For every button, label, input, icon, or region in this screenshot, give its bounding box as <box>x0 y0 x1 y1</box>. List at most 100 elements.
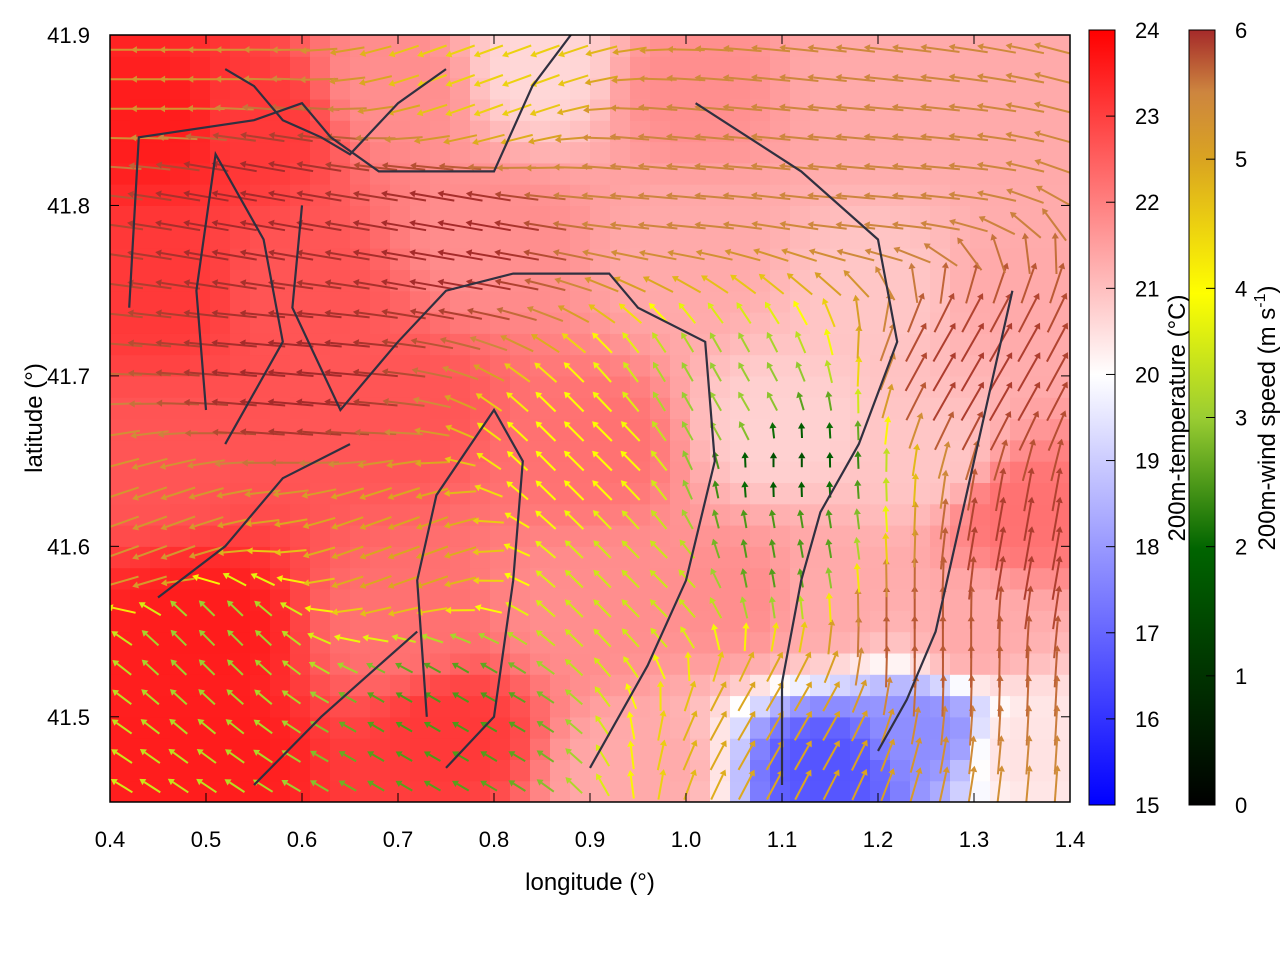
wind-arrow-shaft <box>1011 75 1045 84</box>
wind-arrow-head <box>274 548 281 556</box>
wind-arrow-head <box>1005 72 1012 80</box>
wind-arrow-shaft <box>655 366 666 383</box>
heatmap-cell <box>950 503 971 526</box>
heatmap-cell <box>370 77 391 100</box>
wind-arrow-head <box>1006 352 1013 360</box>
wind-arrow <box>722 192 763 200</box>
wind-arrow-shaft <box>968 741 975 775</box>
wind-arrow <box>309 691 330 704</box>
wind-arrow-head <box>863 133 870 141</box>
heatmap-cell <box>410 312 431 334</box>
wind-arrow <box>366 662 386 674</box>
wind-arrow <box>472 517 504 525</box>
heatmap-cell <box>410 503 431 526</box>
wind-arrow <box>473 44 504 58</box>
wind-arrow-shaft <box>643 194 678 200</box>
wind-arrow-head <box>170 600 177 608</box>
wind-arrow-head <box>127 220 134 228</box>
heatmap-cell <box>830 780 851 802</box>
wind-arrow <box>380 219 427 232</box>
wind-arrow-shaft <box>954 46 988 54</box>
wind-arrow-head <box>506 451 514 458</box>
heatmap-cell <box>610 461 631 483</box>
wind-arrow-head <box>711 623 719 631</box>
heatmap-cell <box>730 716 751 739</box>
wind-arrow <box>354 428 397 436</box>
heatmap-cell <box>170 461 191 483</box>
wind-arrow-head <box>382 398 389 406</box>
wind-arrow <box>798 422 806 439</box>
wind-arrow-head <box>649 569 657 577</box>
wind-arrow <box>851 768 868 801</box>
wind-arrow-head <box>310 780 317 787</box>
wind-arrow <box>112 689 132 705</box>
wind-arrow-head <box>836 248 844 256</box>
wind-arrow <box>786 273 813 296</box>
wind-arrow <box>506 632 528 646</box>
heatmap-cell <box>370 567 391 590</box>
wind-arrow <box>758 273 785 295</box>
wind-arrow-head <box>826 452 834 459</box>
wind-arrow <box>681 509 694 530</box>
wind-arrow-head <box>709 391 717 399</box>
wind-arrow-shaft <box>110 575 139 586</box>
wind-arrow-head <box>384 428 391 436</box>
wind-arrow-shaft <box>273 371 314 377</box>
wind-arrow <box>535 570 556 589</box>
wind-arrow <box>920 133 960 141</box>
wind-arrow <box>415 487 449 500</box>
heatmap-cell <box>510 162 531 185</box>
wind-arrow-head <box>999 467 1007 475</box>
wind-arrow-shaft <box>897 46 932 53</box>
heatmap-cell <box>470 716 491 739</box>
heatmap-cell <box>290 354 311 377</box>
wind-arrow <box>1046 322 1069 363</box>
wind-arrow-shaft <box>1025 741 1030 775</box>
wind-arrow-head <box>610 104 617 112</box>
wind-arrow-head <box>395 751 403 758</box>
heatmap-cell <box>1010 290 1031 313</box>
plot-area <box>110 35 1070 802</box>
wind-arrow-shaft <box>217 342 257 348</box>
wind-arrow-head <box>651 479 658 487</box>
y-tick-label: 41.8 <box>47 193 90 218</box>
wind-arrow <box>948 43 988 54</box>
wind-arrow-head <box>324 398 331 406</box>
wind-arrow-shaft <box>644 252 677 261</box>
wind-arrow-shaft <box>562 104 590 113</box>
heatmap-cell <box>310 226 331 249</box>
wind-arrow-head <box>508 780 516 787</box>
wind-arrow <box>442 365 479 381</box>
wind-arrow-shaft <box>1053 710 1058 746</box>
heatmap-cell <box>690 780 711 802</box>
wind-arrow-shaft <box>449 397 477 411</box>
wind-arrow-head <box>214 104 221 112</box>
wind-arrow-shaft <box>995 502 1004 541</box>
wind-arrow <box>196 749 217 764</box>
wind-arrow-head <box>666 45 673 53</box>
wind-arrow-shaft <box>143 781 161 794</box>
wind-arrow <box>932 381 956 421</box>
wind-arrow-head <box>302 522 310 529</box>
wind-arrow <box>212 132 256 142</box>
wind-arrow <box>267 309 314 319</box>
wind-arrow-head <box>807 221 814 229</box>
wind-arrow <box>920 43 960 53</box>
heatmap-cell <box>770 461 791 483</box>
heatmap-cell <box>690 418 711 441</box>
wind-arrow <box>961 293 984 333</box>
wind-arrow-shaft <box>672 252 705 261</box>
wind-arrow-shaft <box>884 421 889 445</box>
heatmap-cell <box>870 226 891 249</box>
wind-arrow-head <box>949 218 956 226</box>
heatmap-cell <box>1050 674 1070 697</box>
wind-arrow <box>183 369 229 377</box>
wind-arrow <box>196 778 217 794</box>
wind-arrow <box>722 221 762 230</box>
heatmap-cell <box>1030 674 1051 697</box>
heatmap-cell <box>150 716 171 739</box>
wind-arrow <box>683 680 697 712</box>
heatmap-cell <box>930 695 951 718</box>
wind-arrow <box>665 133 706 141</box>
wind-arrow <box>678 598 696 618</box>
